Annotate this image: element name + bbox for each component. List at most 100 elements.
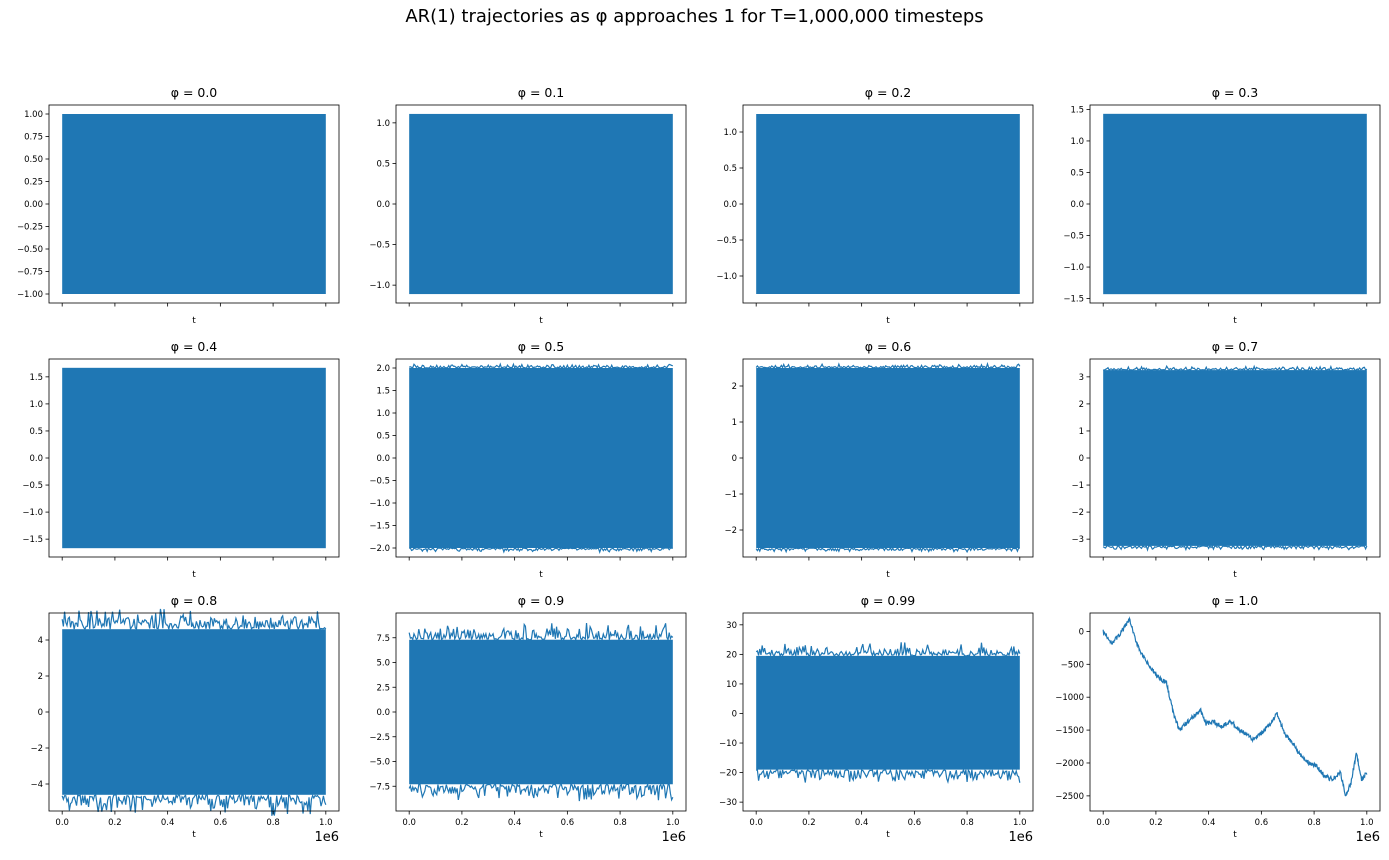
y-tick-label: −1500	[1055, 726, 1084, 736]
y-tick-label: 1.0	[376, 119, 390, 129]
y-tick-label: −10	[719, 739, 737, 749]
series-fill	[1103, 370, 1367, 546]
x-axis-label: t	[539, 570, 543, 580]
subplot: −1.00 −0.75 −0.50 −0.25 0.00 0.25 0.50 0.75 1.00…	[17, 85, 340, 326]
x-tick-label: 0.6	[1255, 818, 1269, 828]
x-tick-label: 0.2	[1149, 818, 1163, 828]
subplot: −1.0 −0.5 0.0 0.5 1.0 φ = 0.2 t	[716, 85, 1034, 326]
subplot: −1.5 −1.0 −0.5 0.0 0.5 1.0 1.5 φ = 0.4 t	[22, 339, 340, 580]
x-offset-label: 1e6	[1355, 830, 1380, 845]
y-tick-label: −30	[719, 798, 737, 808]
series-lower-edge	[755, 546, 1020, 554]
x-axis-label: t	[1233, 830, 1237, 840]
y-tick-label: 0.75	[24, 133, 43, 143]
series-upper-edge	[755, 642, 1021, 658]
y-tick-label: −1	[1071, 481, 1084, 491]
series-fill	[62, 114, 326, 294]
y-tick-label: 0.5	[376, 432, 390, 442]
y-tick-label: 0	[38, 708, 43, 718]
x-tick-label: 1.0	[1360, 818, 1374, 828]
x-tick-label: 0.2	[802, 818, 816, 828]
y-tick-label: −5.0	[369, 758, 390, 768]
subplot-title: φ = 0.9	[518, 593, 565, 608]
series-fill	[62, 629, 326, 795]
x-tick-label: 0.4	[855, 818, 869, 828]
y-tick-label: 1.0	[376, 409, 390, 419]
y-tick-label: 0.5	[376, 159, 390, 169]
series-fill	[409, 113, 673, 295]
y-tick-label: 0.00	[24, 200, 43, 210]
series-upper-edge	[61, 608, 327, 632]
series-upper-edge	[755, 361, 1021, 370]
y-tick-label: −1.00	[17, 290, 43, 300]
series-lower-edge	[409, 546, 673, 555]
y-tick-label: −2500	[1055, 792, 1084, 802]
series-lower-edge	[408, 782, 674, 802]
y-tick-label: −1.0	[22, 508, 43, 518]
y-tick-label: −0.5	[369, 477, 390, 487]
y-tick-label: 0	[732, 709, 737, 719]
y-tick-label: 2.0	[376, 364, 390, 374]
y-tick-label: −0.5	[22, 481, 43, 491]
series-upper-edge	[408, 362, 674, 370]
y-tick-label: −2	[724, 526, 737, 536]
y-tick-label: −20	[719, 769, 737, 779]
x-tick-label: 0.8	[1307, 818, 1321, 828]
y-tick-label: 3	[1079, 373, 1084, 383]
series-fill	[62, 367, 326, 549]
y-tick-label: −0.5	[1063, 232, 1084, 242]
y-tick-label: −4	[30, 780, 43, 790]
y-tick-label: 1	[732, 418, 737, 428]
y-tick-label: −1.5	[1063, 295, 1084, 305]
subplot-title: φ = 0.99	[861, 593, 916, 608]
y-tick-label: −1	[724, 490, 737, 500]
y-tick-label: −2000	[1055, 759, 1084, 769]
axes-frame	[742, 612, 1034, 812]
y-tick-label: −0.5	[369, 241, 390, 251]
y-tick-label: 2	[38, 672, 43, 682]
y-tick-label: 20	[726, 650, 737, 660]
y-tick-label: 1.00	[24, 110, 43, 120]
x-offset-label: 1e6	[1008, 830, 1033, 845]
y-tick-label: −0.5	[716, 236, 737, 246]
x-tick-label: 0.6	[214, 818, 228, 828]
y-tick-label: 2	[1079, 400, 1084, 410]
subplot-title: φ = 0.2	[865, 85, 912, 100]
y-tick-label: −500	[1061, 660, 1084, 670]
y-tick-label: 30	[726, 621, 737, 631]
series-fill	[756, 655, 1020, 770]
series-lower-edge	[61, 792, 327, 816]
x-tick-label: 0.8	[613, 818, 627, 828]
x-tick-label: 0.4	[1202, 818, 1216, 828]
y-tick-label: −1.5	[369, 522, 390, 532]
series-fill	[756, 368, 1020, 548]
series-line	[1102, 616, 1368, 797]
subplot: −7.5 −5.0 −2.5 0.0 2.5 5.0 7.5 0.0 0.2 0.4 0.6 0.8 1…	[369, 593, 687, 845]
y-tick-label: −0.25	[17, 223, 43, 233]
y-tick-label: 5.0	[376, 659, 390, 669]
y-tick-label: −1.0	[369, 499, 390, 509]
x-axis-label: t	[539, 316, 543, 326]
y-tick-label: 1	[1079, 427, 1084, 437]
y-tick-label: −1.5	[22, 535, 43, 545]
x-axis-label: t	[886, 830, 890, 840]
y-tick-label: −3	[1071, 535, 1084, 545]
y-tick-label: 0	[1079, 627, 1084, 637]
subplot-title: φ = 0.3	[1212, 85, 1259, 100]
x-axis-label: t	[539, 830, 543, 840]
y-tick-label: 1.0	[29, 400, 43, 410]
x-tick-label: 0.8	[266, 818, 280, 828]
figure-title: AR(1) trajectories as φ approaches 1 for…	[405, 6, 984, 27]
subplot: −2 −1 0 1 2 φ = 0.6 t	[724, 339, 1034, 580]
y-tick-label: −0.75	[17, 268, 43, 278]
y-tick-label: 0.0	[376, 200, 390, 210]
y-tick-label: 1.5	[376, 387, 390, 397]
axes-frame	[1089, 612, 1381, 812]
x-axis-label: t	[1233, 570, 1237, 580]
y-tick-label: 1.5	[29, 373, 43, 383]
subplot: −1.5 −1.0 −0.5 0.0 0.5 1.0 1.5 φ = 0.3 t	[1063, 85, 1381, 326]
subplot: −2500 −2000 −1500 −1000 −500 0 0.0 0.2 0.4 0.6 0.8…	[1055, 593, 1381, 845]
x-tick-label: 0.0	[402, 818, 416, 828]
y-tick-label: 1.0	[1070, 137, 1084, 147]
y-tick-label: −1.0	[1063, 263, 1084, 273]
